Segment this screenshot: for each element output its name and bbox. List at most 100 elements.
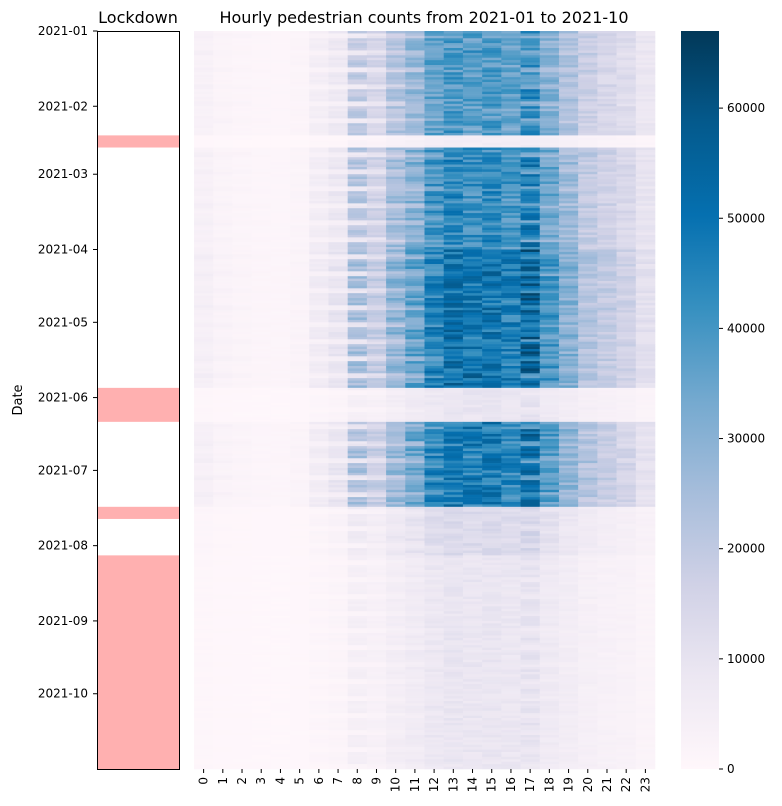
heatmap-cell [616,249,637,253]
heatmap-cell [366,118,387,122]
heatmap-cell [539,421,560,425]
heatmap-cell [386,436,406,440]
heatmap-cell [539,108,560,112]
heatmap-cell [424,351,445,355]
heatmap-cell [578,429,598,432]
heatmap-cell [347,487,368,491]
heatmap-cell [520,164,541,168]
heatmap-cell [213,200,233,204]
heatmap-cell [290,438,310,442]
heatmap-cell [443,77,464,80]
heatmap-cell [213,132,233,136]
heatmap-cell [366,366,387,369]
heatmap-cell [424,327,445,330]
heatmap-cell [213,518,233,522]
heatmap-cell [232,368,252,372]
heatmap-cell [482,387,502,391]
heatmap-cell [616,181,637,185]
heatmap-cell [424,383,445,386]
heatmap-cell [386,123,406,126]
heatmap-cell [520,334,541,338]
heatmap-cell [443,128,464,131]
heatmap-cell [232,210,252,214]
heatmap-cell [462,397,483,401]
heatmap-cell [405,157,425,160]
heatmap-cell [443,441,464,444]
heatmap-cell [213,438,233,442]
heatmap-cell [616,349,637,352]
heatmap-cell [232,230,252,233]
heatmap-cell [328,230,348,233]
heatmap-cell [558,361,579,364]
heatmap-cell [558,446,579,449]
heatmap-cell [366,499,387,503]
heatmap-cell [501,506,521,510]
heatmap-cell [270,77,291,80]
heatmap-cell [270,132,291,136]
heatmap-cell [328,166,348,170]
heatmap-cell [443,222,464,226]
heatmap-cell [405,96,425,100]
heatmap-cell [290,232,310,236]
heatmap-cell [270,310,291,313]
heatmap-cell [482,528,502,532]
heatmap-cell [520,94,541,97]
heatmap-cell [558,45,579,49]
heatmap-cell [462,142,483,146]
heatmap-cell [309,220,329,224]
heatmap-cell [501,438,521,442]
heatmap-cell [539,336,560,340]
heatmap-cell [501,424,521,428]
heatmap-cell [462,169,483,173]
heatmap-cell [309,188,329,192]
heatmap-cell [194,113,214,117]
heatmap-cell [462,64,483,68]
heatmap-cell [347,123,368,126]
heatmap-cell [405,81,425,85]
heatmap-cell [635,200,656,204]
heatmap-cell [597,247,617,250]
heatmap-cell [290,363,310,367]
heatmap-cell [347,531,368,534]
heatmap-cell [578,242,598,245]
heatmap-cell [520,349,541,352]
heatmap-cell [597,528,617,532]
heatmap-cell [539,438,560,442]
heatmap-cell [366,94,387,97]
heatmap-cell [309,307,329,311]
heatmap-cell [270,426,291,430]
heatmap-cell [616,414,637,418]
heatmap-cell [443,332,464,335]
heatmap-cell [251,140,272,143]
heatmap-cell [309,225,329,228]
heatmap-cell [597,438,617,442]
heatmap-cell [366,419,387,423]
heatmap-cell [482,40,502,44]
heatmap-cell [482,368,502,372]
heatmap-cell [251,363,272,367]
heatmap-cell [270,164,291,168]
heatmap-cell [482,266,502,270]
heatmap-cell [578,128,598,131]
heatmap-cell [578,492,598,495]
heatmap-cell [405,518,425,522]
heatmap-cell [328,135,348,139]
heatmap-cell [386,467,406,471]
heatmap-cell [597,472,617,476]
heatmap-cell [558,198,579,202]
heatmap-cell [347,94,368,97]
heatmap-cell [482,298,502,301]
heatmap-cell [213,208,233,211]
heatmap-cell [194,162,214,165]
heatmap-cell [405,295,425,299]
heatmap-cell [290,453,310,457]
heatmap-cell [501,203,521,207]
heatmap-cell [578,288,598,292]
heatmap-cell [520,315,541,318]
heatmap-cell [597,176,617,180]
heatmap-cell [424,332,445,335]
heatmap-cell [405,164,425,168]
heatmap-cell [347,149,368,153]
heatmap-cell [616,375,637,379]
heatmap-cell [270,482,291,486]
